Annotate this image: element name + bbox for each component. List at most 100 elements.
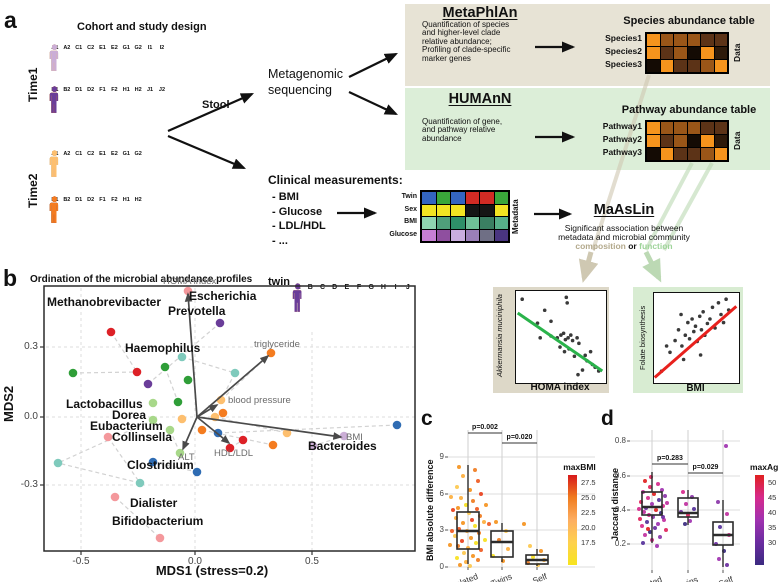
person-figure: G <box>292 283 377 312</box>
twin-pair-line <box>217 424 398 434</box>
jitter-dot <box>655 544 659 548</box>
jitter-dot <box>449 495 453 499</box>
legend-tick-label: 30 <box>768 538 777 547</box>
category-label: Self <box>531 571 549 582</box>
person-label: I1 <box>147 45 153 51</box>
jitter-dot <box>681 490 685 494</box>
metadata-row-label: Sex <box>404 205 417 213</box>
jitter-dot <box>483 538 487 542</box>
jitter-dot <box>665 501 669 505</box>
sample-dot <box>268 440 278 450</box>
heatmap-cell <box>465 204 479 216</box>
person-label: G2 <box>134 151 142 157</box>
scatter-left-ylabel: Akkermansia muciniphila <box>495 294 504 378</box>
person-figure: D1 <box>49 86 85 113</box>
sample-dot <box>177 352 187 362</box>
heatmap-cell <box>674 60 687 72</box>
heatmap-cell <box>494 217 508 229</box>
arrow-label: ALT <box>178 452 195 463</box>
sample-dot <box>183 286 193 296</box>
jitter-dot <box>650 538 654 542</box>
heatmap-cell <box>687 47 700 59</box>
person-label: F2 <box>111 197 118 203</box>
box <box>677 497 699 518</box>
jitter-dot <box>725 563 729 567</box>
jitter-dot <box>474 541 478 545</box>
heatmap-cell <box>647 148 660 160</box>
taxon-label: Escherichia <box>189 289 257 303</box>
person-figure: I1 <box>49 44 156 71</box>
jitter-dot <box>487 522 491 526</box>
twin-pair-line <box>72 371 138 374</box>
jitter-dot <box>727 533 731 537</box>
person-label: D2 <box>87 197 95 203</box>
maxage-legend-bar <box>755 475 764 565</box>
sample-dot <box>210 412 220 422</box>
person-label: I2 <box>159 45 165 51</box>
sample-dot <box>177 414 187 424</box>
pathway-abundance-heatmap <box>645 120 729 162</box>
legend-tick-label: 40 <box>768 508 777 517</box>
sample-dot <box>197 425 207 435</box>
text-line: abundance <box>422 133 462 143</box>
person-label: H2 <box>134 87 142 93</box>
text-line: - Glucose <box>272 205 323 218</box>
heatmap-cell <box>714 135 727 147</box>
jitter-dot <box>716 500 720 504</box>
scatter-right-xlabel: BMI <box>686 383 705 394</box>
person-figure: F1 <box>49 86 109 113</box>
flow-arrow <box>348 53 398 78</box>
metaphlan-title: MetaPhlAn <box>442 5 518 21</box>
person-figure: J2 <box>49 86 168 113</box>
biplot-arrow <box>196 416 231 445</box>
box <box>525 554 549 565</box>
sample-dot <box>68 368 78 378</box>
biplot-arrow <box>182 416 198 451</box>
y-tick-label: 0.0 <box>24 411 38 422</box>
jitter-dot <box>686 513 690 517</box>
heatmap-cell <box>660 34 673 46</box>
species-data-label: Data <box>732 43 742 63</box>
legend-tick-label: 35 <box>768 523 777 532</box>
heatmap-cell <box>647 47 660 59</box>
jitter-dot <box>455 556 459 560</box>
jitter-dot <box>475 507 479 511</box>
metadata-row-label: Twin <box>401 193 417 200</box>
arrow-label: blood pressure <box>228 395 291 406</box>
heatmap-cell <box>674 122 687 134</box>
heatmap-cell <box>480 217 494 229</box>
heatmap-cell <box>647 122 660 134</box>
taxon-label: Dialister <box>130 496 178 510</box>
person-figure: G2 <box>49 150 144 177</box>
heatmap-cell <box>687 135 700 147</box>
jitter-dot <box>455 485 459 489</box>
twin-pair-line <box>57 462 141 484</box>
jitter-dot <box>724 444 728 448</box>
person-label: F <box>356 284 362 291</box>
humann-title: HUMAnN <box>448 91 512 107</box>
plot-frame <box>43 285 416 552</box>
jitter-dot <box>457 527 461 531</box>
jitter-dot <box>484 503 488 507</box>
twin-pair-line <box>152 461 198 473</box>
text-line: marker genes <box>422 53 471 63</box>
jitter-dot <box>479 492 483 496</box>
text-line: and pathway relative <box>422 125 496 135</box>
pvalue-label: p=0.020 <box>506 434 533 441</box>
jitter-dot <box>639 500 643 504</box>
jitter-dot <box>491 554 495 558</box>
biplot-arrow <box>184 292 198 418</box>
person-label: F1 <box>99 87 106 93</box>
heatmap-cell <box>660 122 673 134</box>
heatmap-cell <box>701 60 714 72</box>
maaslin-composition-word: composition <box>575 241 626 251</box>
person-label: C <box>319 284 325 291</box>
y-tick-label: 0.8 <box>614 436 626 445</box>
person-figure: B2 <box>49 196 73 223</box>
sample-dot <box>339 431 349 441</box>
composition-arrow <box>578 251 599 283</box>
sequencing-label-line1: Metagenomic <box>268 67 344 81</box>
panel-b-title: Ordination of the microbial abundance pr… <box>30 274 253 285</box>
sample-dot <box>173 397 183 407</box>
person-figure: E2 <box>49 150 120 177</box>
